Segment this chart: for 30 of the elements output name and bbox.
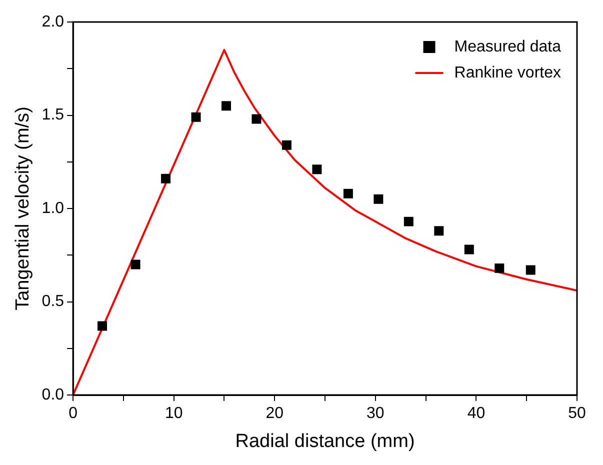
- point: [374, 194, 384, 204]
- point: [464, 244, 474, 254]
- x-tick-label: 20: [266, 405, 284, 422]
- y-tick-label: 2.0: [42, 13, 64, 30]
- point: [191, 112, 201, 122]
- point: [98, 321, 108, 331]
- point: [161, 174, 171, 184]
- x-tick-label: 50: [568, 405, 586, 422]
- legend-label: Rankine vortex: [454, 64, 561, 82]
- point: [222, 101, 231, 111]
- point: [312, 164, 322, 174]
- legend-label: Measured data: [454, 38, 562, 56]
- y-tick-label: 1.0: [42, 200, 64, 217]
- y-tick-label: 1.5: [42, 106, 64, 124]
- x-tick-label: 30: [366, 405, 384, 422]
- x-tick-label: 40: [467, 405, 486, 422]
- point: [494, 263, 504, 273]
- point: [130, 260, 140, 270]
- point: [343, 188, 353, 198]
- x-tick-label: 10: [164, 405, 183, 422]
- y-axis-title: Tangential velocity (m/s): [12, 106, 34, 310]
- x-axis-title: Radial distance (mm): [235, 430, 415, 452]
- x-tick-label: 0: [68, 405, 78, 422]
- point: [282, 140, 292, 150]
- y-tick-label: 0.0: [42, 386, 64, 404]
- point: [404, 216, 414, 226]
- point: [434, 226, 444, 236]
- point: [252, 114, 262, 124]
- point: [526, 265, 536, 275]
- y-tick-label: 0.5: [42, 293, 64, 310]
